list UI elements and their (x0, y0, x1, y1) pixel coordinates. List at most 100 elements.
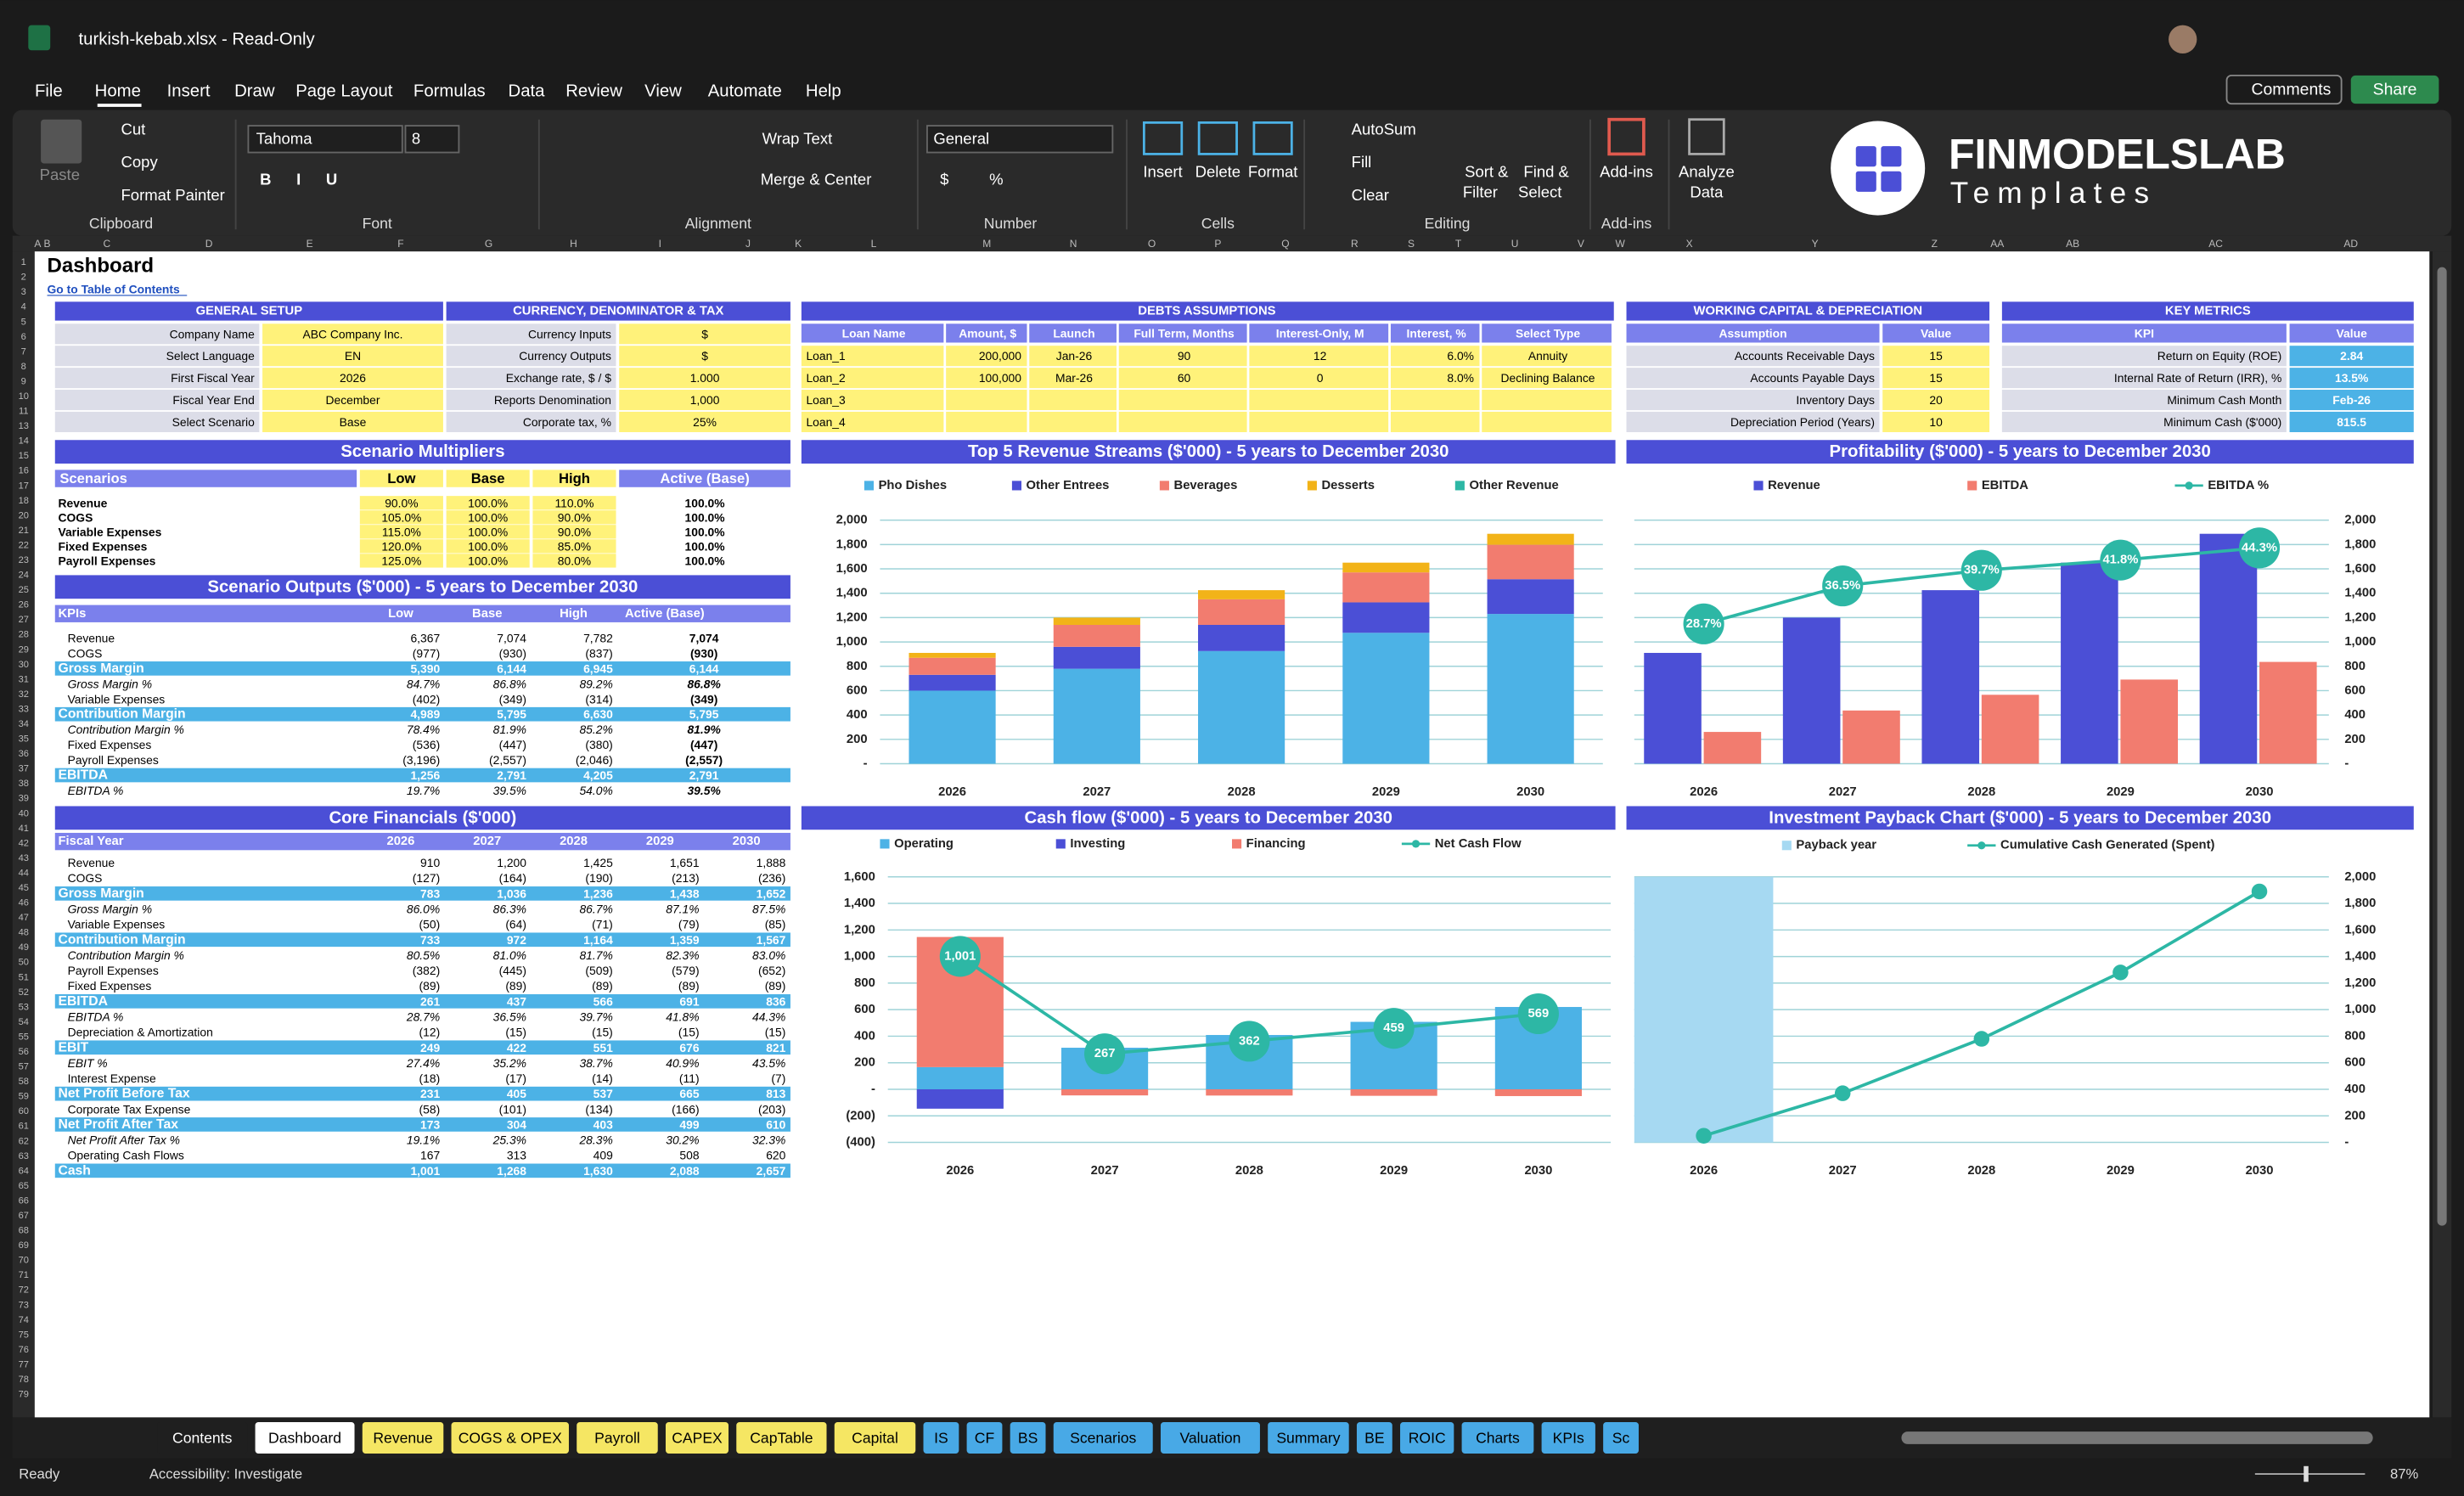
sheet-tab-label[interactable]: COGS & OPEX (458, 1429, 562, 1446)
ribbon-button[interactable]: % (989, 171, 1003, 188)
menu-item[interactable]: Formulas (413, 82, 486, 100)
sheet-tab-label[interactable]: KPIs (1553, 1429, 1584, 1446)
row-header: 59 (19, 1092, 29, 1102)
cell-value: 5,390 (410, 661, 440, 675)
ribbon-button[interactable]: Clear (1352, 186, 1389, 204)
sheet-tab-label[interactable]: Dashboard (268, 1429, 341, 1446)
scroll-thumb (2437, 267, 2447, 1226)
ribbon-button[interactable]: I (296, 171, 301, 188)
sheet-tab-label[interactable]: Payroll (594, 1429, 640, 1446)
sheet-tab-label[interactable]: BS (1018, 1429, 1038, 1446)
sheet-tab-label[interactable]: Valuation (1179, 1429, 1240, 1446)
logo-tagline: Templates (1950, 177, 2157, 210)
cell-value: (7) (771, 1071, 785, 1085)
menu-item[interactable]: Help (806, 82, 841, 100)
menu-item[interactable]: Insert (167, 82, 211, 100)
sheet-tab-label[interactable]: Capital (852, 1429, 898, 1446)
menu-item[interactable]: Review (565, 82, 622, 100)
data-label: 28.7% (1686, 617, 1722, 631)
ribbon-button[interactable]: Wrap Text (762, 129, 833, 147)
menu-item[interactable]: Home (95, 82, 141, 100)
ribbon-button[interactable]: Tahoma (256, 129, 313, 147)
ribbon-button[interactable]: B (260, 171, 271, 188)
menu-item[interactable]: File (35, 82, 63, 100)
ribbon-button[interactable]: Filter (1463, 183, 1498, 200)
status-accessibility[interactable]: Accessibility: Investigate (149, 1466, 302, 1482)
ribbon-button[interactable]: U (326, 171, 337, 188)
value-cell (2289, 346, 2414, 367)
ribbon-button[interactable]: Sort & (1465, 162, 1509, 180)
cell-value: (2,557) (489, 753, 526, 767)
ribbon-button[interactable]: Data (1690, 183, 1724, 200)
data-label: 44.3% (2242, 541, 2277, 554)
sheet-tab-label[interactable]: CAPEX (672, 1429, 723, 1446)
label-cell (1626, 411, 1880, 432)
ribbon-button[interactable]: Format Painter (121, 186, 225, 204)
ribbon-button[interactable]: Merge & Center (761, 171, 872, 188)
column-label: Base (472, 607, 502, 621)
bar (1703, 732, 1762, 764)
cell-value: (652) (758, 964, 785, 977)
input-cell (801, 368, 944, 389)
row-label: EBIT % (68, 1056, 108, 1070)
sheet-tab (451, 1421, 569, 1454)
menu-item[interactable]: Draw (234, 82, 275, 100)
sheet-tab-label[interactable]: Sc (1612, 1429, 1630, 1446)
column-label: Fiscal Year (58, 835, 123, 848)
ribbon-button[interactable]: Add-ins (1600, 162, 1653, 180)
x-tick-label: 2030 (2246, 785, 2274, 799)
cell-label: Accounts Receivable Days (1735, 349, 1875, 363)
menu-item[interactable]: Data (509, 82, 546, 100)
ribbon-button[interactable]: Select (1518, 183, 1561, 200)
ribbon-button[interactable]: Fill (1352, 153, 1372, 171)
cell-value: (79) (678, 918, 700, 931)
zoom-level[interactable]: 87% (2390, 1466, 2419, 1482)
sheet-tab-label[interactable]: IS (934, 1429, 948, 1446)
comments-button-label[interactable]: Comments (2251, 81, 2331, 99)
sheet-tab-label[interactable]: Revenue (373, 1429, 432, 1446)
menu-item[interactable]: Automate (708, 82, 782, 100)
sheet-tab-label[interactable]: CapTable (750, 1429, 813, 1446)
legend-label: Investing (1070, 837, 1125, 851)
sheet-tab (966, 1421, 1003, 1454)
row-header: 1 (21, 257, 26, 267)
ribbon-button[interactable]: Delete (1195, 162, 1240, 180)
cell-value: ABC Company Inc. (302, 327, 402, 340)
share-button-label[interactable]: Share (2373, 81, 2417, 99)
toc-link[interactable]: Go to Table of Contents (48, 283, 180, 296)
sheet-tab-label[interactable]: Contents (172, 1429, 233, 1446)
ribbon-button[interactable]: Analyze (1679, 162, 1735, 180)
ribbon-button[interactable]: $ (940, 171, 948, 188)
cell-label: First Fiscal Year (171, 371, 255, 385)
sheet-tab-label[interactable]: BE (1364, 1429, 1384, 1446)
ribbon-button[interactable]: Format (1248, 162, 1298, 180)
ribbon-button[interactable]: Cut (121, 120, 146, 138)
ribbon-button[interactable]: Find & (1523, 162, 1569, 180)
input-cell (446, 525, 530, 539)
cell-value: 508 (679, 1149, 699, 1162)
sheet-tab-label[interactable]: CF (975, 1429, 995, 1446)
row-header: 77 (19, 1359, 29, 1369)
ribbon-button[interactable]: AutoSum (1352, 120, 1416, 138)
sheet-tab-label[interactable]: ROIC (1409, 1429, 1446, 1446)
y-tick-label: 1,000 (836, 635, 868, 649)
menu-item[interactable]: View (644, 82, 682, 100)
sheet-tab-label[interactable]: Scenarios (1070, 1429, 1136, 1446)
ribbon-button[interactable]: Insert (1143, 162, 1182, 180)
row-header: 2 (21, 273, 26, 283)
ribbon-button[interactable]: General (933, 129, 989, 147)
sheet-tab-label[interactable]: Charts (1476, 1429, 1520, 1446)
y-tick-label: 1,600 (2344, 562, 2376, 576)
row-header: 21 (19, 526, 29, 536)
cell-value: EN (345, 349, 361, 363)
label-cell (54, 346, 260, 367)
row-header: 32 (19, 689, 29, 700)
row-header: 34 (19, 719, 29, 729)
ribbon-button[interactable]: 8 (412, 129, 420, 147)
sheet-tab-label[interactable]: Summary (1276, 1429, 1340, 1446)
ribbon-button[interactable]: Copy (121, 153, 159, 171)
ribbon-button[interactable]: Paste (40, 166, 80, 183)
input-cell (1390, 411, 1480, 432)
menu-item[interactable]: Page Layout (295, 82, 393, 100)
cell-value: 39.5% (493, 784, 526, 797)
